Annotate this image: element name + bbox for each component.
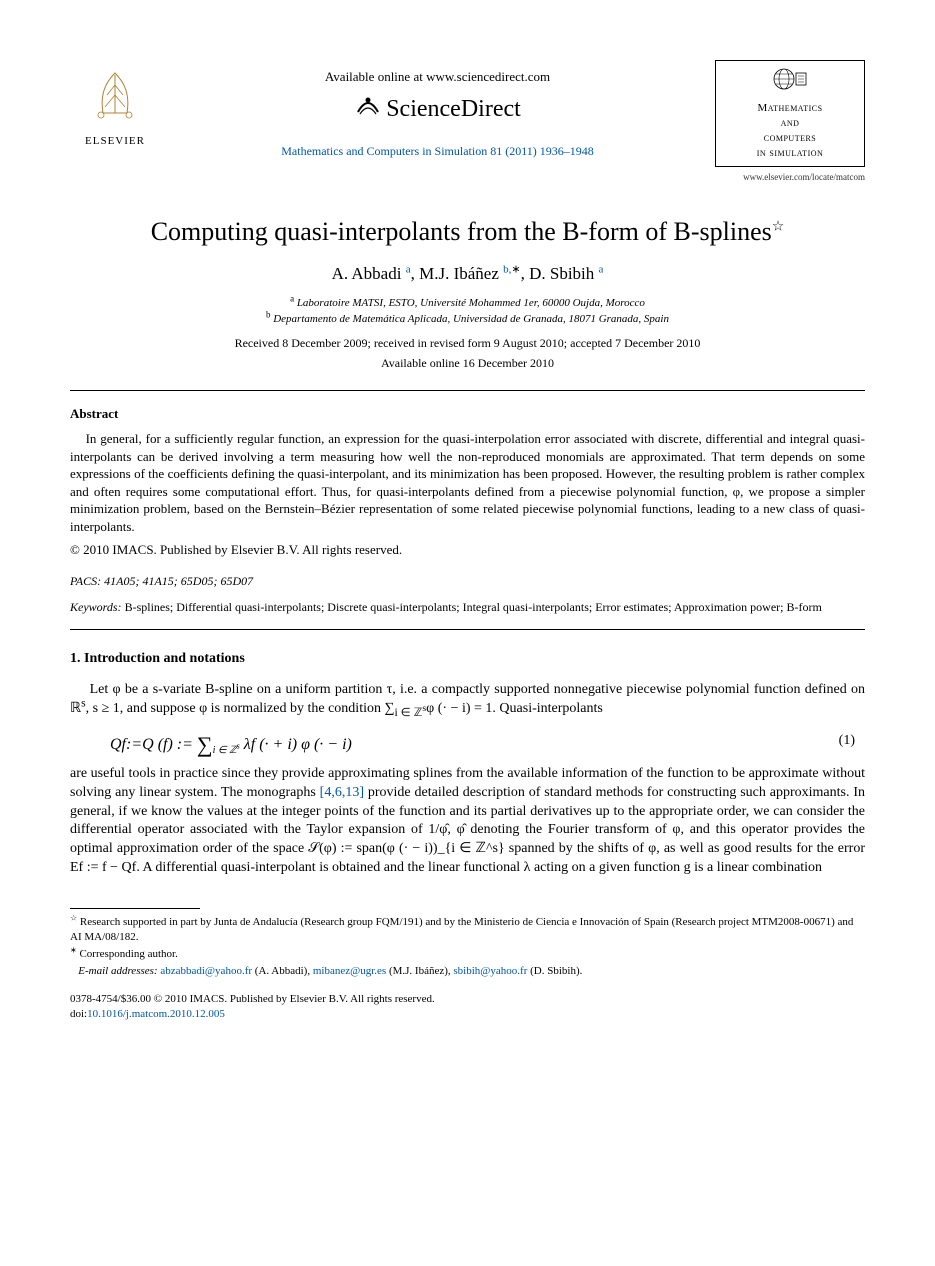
citation-link-4-6-13[interactable]: [4,6,13]: [320, 785, 364, 800]
journal-box-line1: Mathematics: [720, 101, 860, 116]
footnote-funding-sym: ☆: [70, 913, 77, 922]
journal-reference-link[interactable]: Mathematics and Computers in Simulation …: [160, 143, 715, 159]
pacs-value: 41A05; 41A15; 65D05; 65D07: [104, 574, 253, 588]
journal-globe-icon: [720, 67, 860, 99]
abstract-copyright: © 2010 IMACS. Published by Elsevier B.V.…: [70, 541, 865, 559]
sciencedirect-swoosh-icon: [354, 92, 382, 129]
article-dates: Received 8 December 2009; received in re…: [70, 335, 865, 351]
keywords-line: Keywords: B-splines; Differential quasi-…: [70, 599, 865, 615]
affiliation-b: b Departamento de Matemática Aplicada, U…: [70, 312, 865, 327]
pacs-label: PACS:: [70, 574, 101, 588]
elsevier-tree-icon: [80, 60, 150, 130]
section-1-para-2: are useful tools in practice since they …: [70, 765, 865, 878]
divider-top: [70, 390, 865, 391]
section-1-para-1: Let φ be a s-variate B-spline on a unifo…: [70, 681, 865, 719]
equation-1: Qf:=Q (f) := ∑i ∈ ℤs λf (· + i) φ (· − i…: [110, 727, 839, 757]
title-footnote-star: ☆: [772, 219, 785, 234]
divider-bottom: [70, 629, 865, 630]
email-who: (D. Sbibih).: [527, 965, 582, 977]
article-online-date: Available online 16 December 2010: [70, 355, 865, 371]
footnote-corresponding: ∗ Corresponding author.: [70, 947, 865, 962]
email-link[interactable]: sbibih@yahoo.fr: [451, 965, 528, 977]
title-text: Computing quasi-interpolants from the B-…: [151, 217, 772, 246]
doi-link[interactable]: 10.1016/j.matcom.2010.12.005: [87, 1008, 225, 1020]
abstract-heading: Abstract: [70, 405, 865, 423]
affiliation-a-text: Laboratoire MATSI, ESTO, Université Moha…: [297, 297, 645, 309]
page-header: ELSEVIER Available online at www.science…: [70, 60, 865, 184]
sciencedirect-logo: ScienceDirect: [160, 92, 715, 129]
footnote-emails: E-mail addresses: abzabbadi@yahoo.fr (A.…: [70, 964, 865, 979]
equation-1-row: Qf:=Q (f) := ∑i ∈ ℤs λf (· + i) φ (· − i…: [110, 727, 865, 757]
available-online-text: Available online at www.sciencedirect.co…: [160, 68, 715, 86]
page-footer: 0378-4754/$36.00 © 2010 IMACS. Published…: [70, 992, 865, 1022]
affiliation-b-text: Departamento de Matemática Aplicada, Uni…: [273, 313, 669, 325]
pacs-line: PACS: 41A05; 41A15; 65D05; 65D07: [70, 573, 865, 589]
footnote-corr-sym: ∗: [70, 945, 77, 954]
email-who: (A. Abbadi),: [252, 965, 310, 977]
keywords-value: B-splines; Differential quasi-interpolan…: [125, 600, 822, 614]
footnote-funding: ☆ Research supported in part by Junta de…: [70, 915, 865, 945]
elsevier-label: ELSEVIER: [70, 134, 160, 149]
p1-end: φ (· − i) = 1. Quasi-interpolants: [426, 701, 603, 716]
article-title: Computing quasi-interpolants from the B-…: [70, 214, 865, 249]
email-who: (M.J. Ibáñez),: [386, 965, 450, 977]
footer-copyright: 0378-4754/$36.00 © 2010 IMACS. Published…: [70, 992, 865, 1007]
authors-line: A. Abbadi a, M.J. Ibáñez b,∗, D. Sbibih …: [70, 263, 865, 286]
abstract-body: In general, for a sufficiently regular f…: [70, 430, 865, 535]
header-center: Available online at www.sciencedirect.co…: [160, 60, 715, 159]
footnote-funding-text: Research supported in part by Junta de A…: [70, 916, 853, 943]
email-label: E-mail addresses:: [78, 965, 157, 977]
equation-1-number: (1): [839, 732, 865, 751]
sciencedirect-text: ScienceDirect: [386, 96, 521, 122]
section-1-heading: 1. Introduction and notations: [70, 650, 865, 669]
footer-doi-line: doi:10.1016/j.matcom.2010.12.005: [70, 1007, 865, 1022]
p1-sub: i ∈ ℤ: [394, 706, 422, 719]
journal-box-line3: computers: [720, 131, 860, 146]
journal-locate-url[interactable]: www.elsevier.com/locate/matcom: [715, 171, 865, 183]
journal-box-line4: in simulation: [720, 146, 860, 161]
journal-box-line2: and: [720, 116, 860, 131]
email-link[interactable]: abzabbadi@yahoo.fr: [160, 965, 252, 977]
journal-cover-box: Mathematics and computers in simulation: [715, 60, 865, 167]
keywords-label: Keywords:: [70, 600, 122, 614]
footnote-corr-text: Corresponding author.: [79, 948, 177, 960]
affiliation-a: a Laboratoire MATSI, ESTO, Université Mo…: [70, 296, 865, 311]
email-link[interactable]: mibanez@ugr.es: [310, 965, 386, 977]
p1-post: , s ≥ 1, and suppose φ is normalized by …: [86, 701, 395, 716]
footnote-rule: [70, 908, 200, 909]
elsevier-block: ELSEVIER: [70, 60, 160, 149]
journal-box-wrapper: Mathematics and computers in simulation …: [715, 60, 865, 184]
doi-label: doi:: [70, 1008, 87, 1020]
